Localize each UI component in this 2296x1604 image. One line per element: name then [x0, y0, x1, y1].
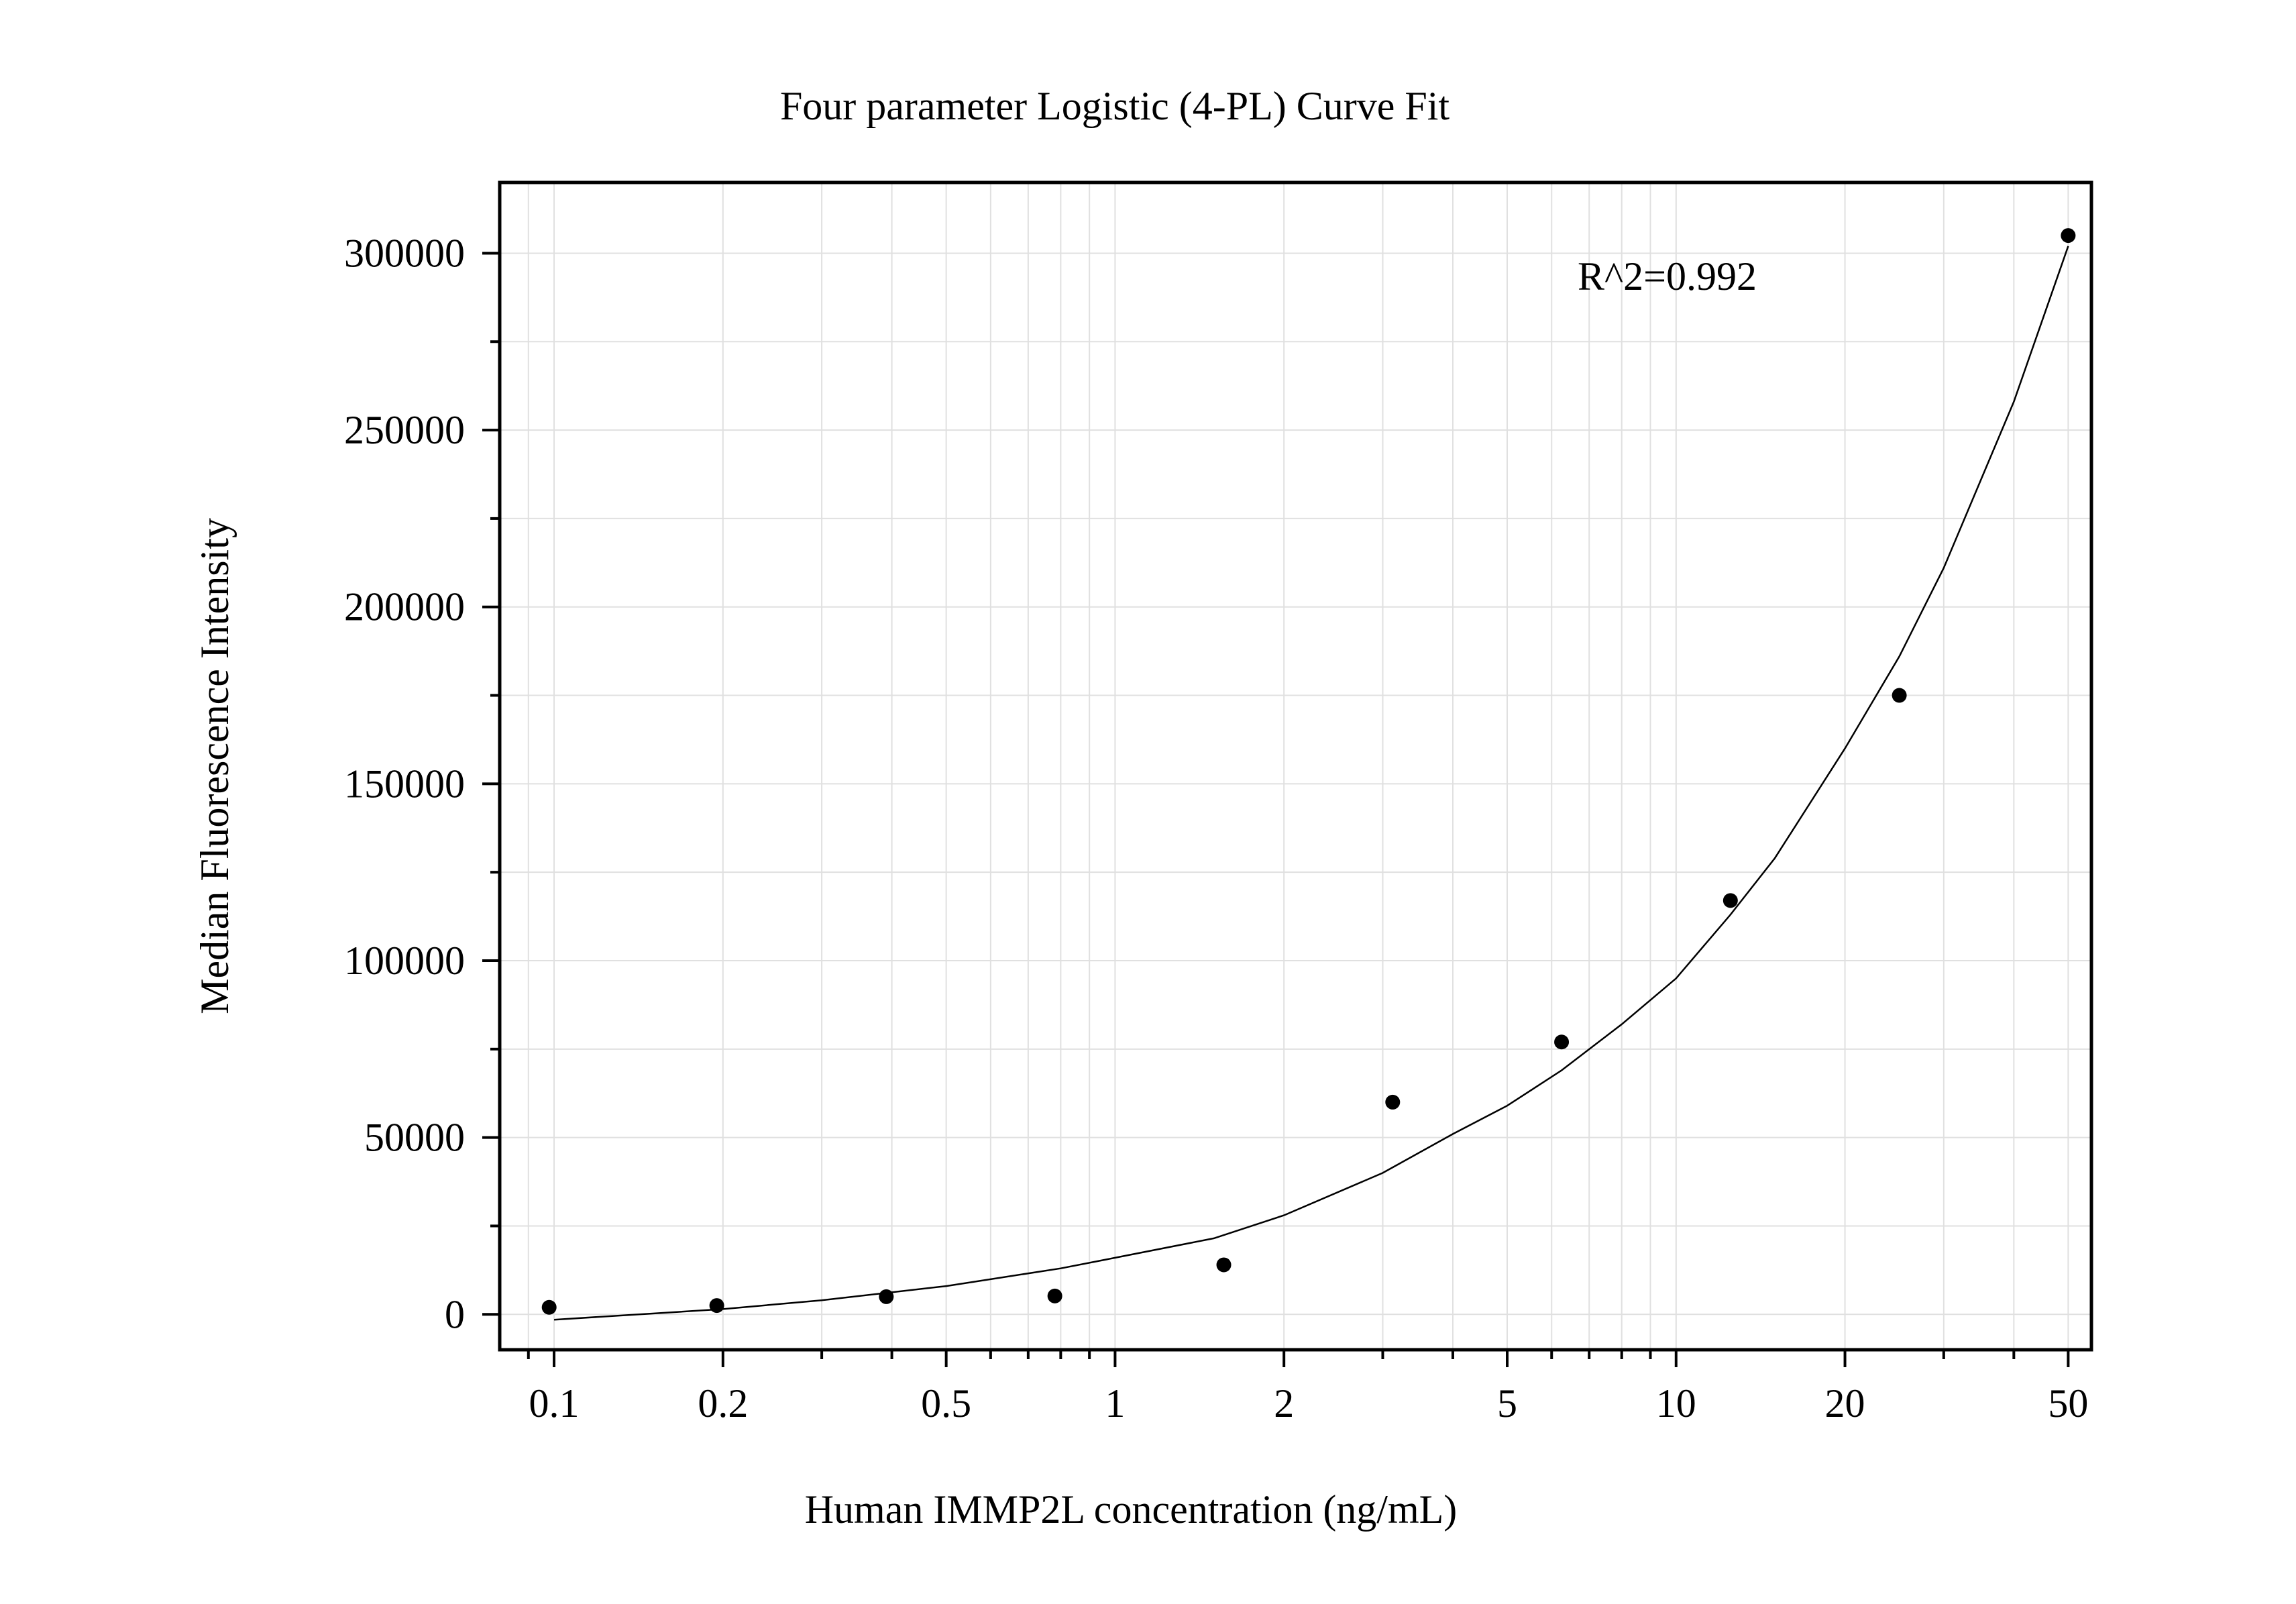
x-tick-label: 0.2: [698, 1381, 748, 1426]
y-tick-label: 100000: [344, 939, 465, 983]
fit-curve-layer: [554, 246, 2069, 1321]
x-tick-label: 0.5: [921, 1381, 971, 1426]
chart-title: Four parameter Logistic (4-PL) Curve Fit: [780, 84, 1450, 128]
y-tick-label: 200000: [344, 585, 465, 629]
y-tick-label: 50000: [364, 1116, 465, 1160]
data-points-layer: [541, 228, 2076, 1315]
y-tick-label: 300000: [344, 231, 465, 275]
data-point: [1723, 893, 1738, 908]
data-point: [1554, 1034, 1570, 1050]
x-tick-label: 20: [1825, 1381, 1865, 1426]
data-point: [1892, 688, 1907, 703]
y-tick-label: 250000: [344, 408, 465, 452]
fit-curve: [554, 246, 2069, 1321]
x-tick-label: 0.1: [529, 1381, 580, 1426]
y-axis: 0 50000 100000 150000 200000 250000 300000: [344, 231, 500, 1336]
x-tick-label: 1: [1105, 1381, 1125, 1426]
y-axis-label: Median Fluorescence Intensity: [193, 518, 237, 1014]
plot-area-frame: [498, 180, 2093, 1352]
data-point: [1216, 1257, 1232, 1273]
y-tick-label: 0: [445, 1292, 465, 1336]
data-point: [709, 1298, 724, 1314]
x-axis: 0.1 0.2 0.5 1 2 5 10 20 50: [527, 1350, 2088, 1426]
data-point: [1047, 1288, 1062, 1303]
data-point: [541, 1299, 557, 1315]
x-tick-label: 50: [2048, 1381, 2088, 1426]
x-tick-label: 2: [1274, 1381, 1294, 1426]
x-tick-label: 5: [1497, 1381, 1517, 1426]
data-point: [879, 1289, 894, 1304]
y-tick-label: 150000: [344, 761, 465, 806]
grid: [500, 182, 2091, 1350]
x-axis-label: Human IMMP2L concentration (ng/mL): [805, 1487, 1458, 1532]
r-squared-annotation: R^2=0.992: [1578, 254, 1757, 299]
data-point: [1385, 1094, 1401, 1110]
data-point: [2061, 228, 2076, 244]
x-tick-label: 10: [1656, 1381, 1696, 1426]
